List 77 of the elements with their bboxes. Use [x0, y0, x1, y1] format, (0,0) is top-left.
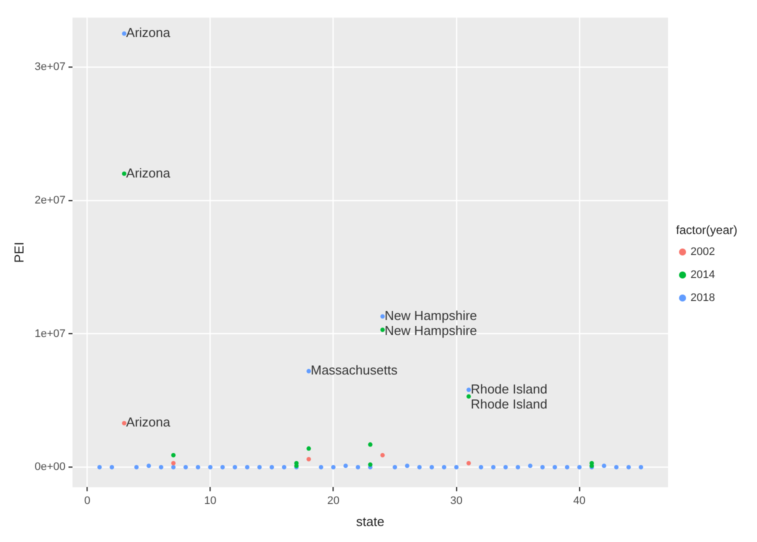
legend-label: 2002	[690, 246, 716, 258]
point	[478, 464, 484, 470]
point	[638, 464, 644, 470]
point	[564, 464, 570, 470]
point	[146, 464, 151, 468]
x-tick-label: 30	[450, 494, 463, 507]
point	[466, 460, 471, 466]
point	[454, 464, 459, 470]
point	[466, 394, 471, 399]
point	[122, 171, 126, 176]
point	[430, 464, 434, 470]
point	[306, 446, 311, 451]
x-tick-label: 40	[573, 494, 586, 507]
point	[528, 464, 532, 468]
y-tick-label: 2e+07	[34, 194, 66, 206]
y-tick-label: 0e+00	[34, 461, 66, 474]
point	[368, 462, 372, 467]
point	[540, 464, 545, 470]
point	[380, 328, 385, 332]
x-tick-label: 0	[84, 494, 90, 507]
annotation: Rhode Island	[470, 381, 548, 396]
point	[282, 464, 286, 470]
point	[196, 464, 200, 470]
point	[577, 464, 582, 470]
point	[306, 456, 311, 462]
point	[614, 464, 619, 470]
point	[257, 464, 262, 470]
point	[110, 464, 114, 470]
point	[171, 452, 176, 458]
y-tick-label: 1e+07	[34, 328, 66, 340]
point	[171, 460, 176, 466]
legend-title: factor(year)	[676, 222, 738, 237]
annotation: Arizona	[126, 414, 172, 430]
point	[208, 464, 213, 470]
annotation: Massachusetts	[310, 362, 398, 378]
annotation: Rhode Island	[470, 396, 548, 412]
point	[392, 464, 398, 470]
point	[380, 452, 385, 458]
point	[158, 464, 164, 470]
point	[122, 31, 126, 36]
point	[552, 464, 558, 470]
point	[491, 464, 496, 470]
y-tick-label: 3e+07	[34, 60, 66, 73]
point	[356, 464, 360, 470]
point	[134, 464, 139, 470]
legend-label: 2014	[690, 269, 716, 282]
point	[503, 464, 508, 470]
point	[306, 368, 311, 374]
point	[318, 464, 324, 470]
point	[368, 442, 372, 447]
point	[245, 464, 250, 470]
point	[270, 464, 274, 470]
annotation: New Hampshire	[384, 323, 478, 338]
x-tick-label: 20	[327, 494, 340, 507]
point	[380, 314, 385, 319]
legend-label: 2018	[690, 292, 716, 304]
x-axis-title: state	[356, 514, 384, 529]
point	[183, 464, 188, 470]
point	[626, 464, 631, 470]
point	[97, 464, 102, 470]
y-axis-title: PEI	[11, 242, 26, 263]
point	[442, 464, 446, 470]
annotation: Arizona	[126, 165, 172, 180]
point	[404, 464, 410, 468]
point	[331, 464, 336, 470]
point	[466, 388, 471, 392]
point	[417, 464, 422, 470]
annotation: New Hampshire	[384, 308, 478, 324]
point	[122, 420, 126, 426]
x-tick-label: 10	[204, 494, 216, 507]
point	[343, 464, 348, 468]
point	[220, 464, 225, 470]
point	[602, 464, 606, 468]
point	[232, 464, 238, 470]
annotation: Arizona	[126, 25, 172, 40]
point	[516, 464, 520, 470]
point	[171, 464, 176, 470]
